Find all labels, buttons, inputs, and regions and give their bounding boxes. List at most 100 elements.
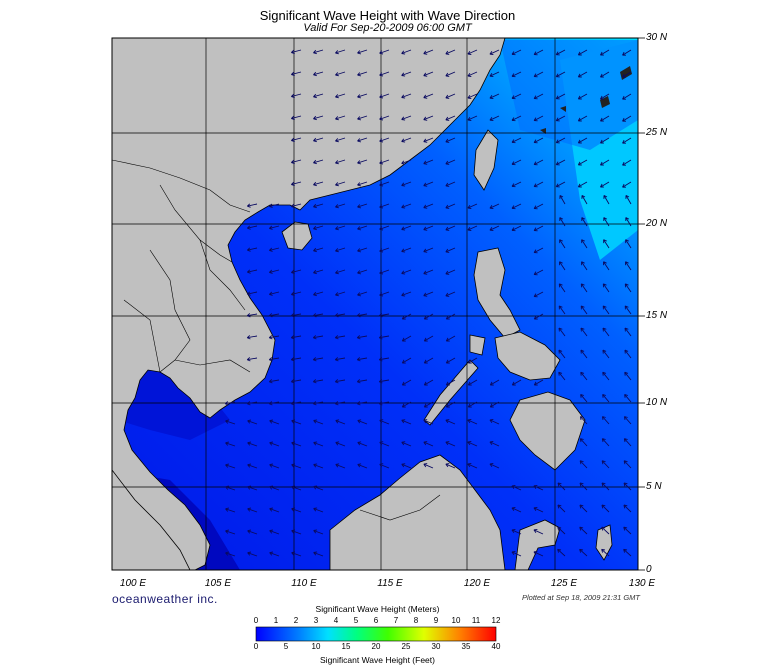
wave-arrow [379,269,390,275]
wave-arrow [290,159,302,165]
wave-arrow [423,463,434,469]
wave-arrow [423,419,434,425]
wave-arrow [313,225,324,231]
wave-arrow [423,357,434,364]
wave-arrow [623,460,632,469]
wave-arrow [269,463,280,469]
wave-arrow [511,203,522,210]
wave-arrow [555,49,566,56]
wave-arrow [603,239,610,249]
wave-arrow [579,526,588,535]
lat-label: 25 N [646,127,668,138]
wave-arrow [335,203,346,209]
wave-arrow [557,482,566,491]
wave-arrow [625,217,632,227]
wave-arrow [335,225,346,231]
wave-arrow [602,349,610,359]
wave-arrow [445,291,456,297]
legend-meters-tick: 0 [253,616,259,625]
wave-arrow [290,137,302,143]
wave-arrow [290,71,302,77]
wave-arrow [335,419,346,425]
wave-arrow [357,463,368,469]
wave-arrow [313,419,324,425]
wave-arrow [511,529,522,535]
wave-arrow [379,441,390,447]
wave-arrow [401,93,412,99]
wave-arrow [357,441,368,447]
wave-arrow [423,291,434,297]
lat-label: 20 N [646,218,668,229]
wave-arrow [533,550,544,557]
legend-meters-tick: 4 [333,616,339,625]
wave-arrow [445,379,456,386]
wave-arrow [600,181,610,188]
legend-meters-tick: 8 [413,616,419,625]
wave-arrow [225,485,236,491]
wave-arrow [423,115,434,121]
wave-arrow [579,438,588,447]
lat-label: 15 N [646,310,668,321]
wave-arrow [555,181,566,188]
wave-arrow [335,159,346,165]
wave-arrow [423,247,434,253]
wave-arrow [511,49,522,56]
lon-label: 115 E [377,578,403,589]
map-title: Significant Wave Height with Wave Direct… [259,8,516,23]
wave-arrow [577,71,588,78]
wave-arrow [559,217,566,227]
wave-arrow [511,93,522,100]
wave-arrow [559,195,566,205]
lat-label: 5 N [646,481,662,492]
wave-arrow [445,313,456,320]
wave-arrow [601,482,610,491]
wave-arrow [268,401,280,406]
wave-arrow [601,460,610,469]
land-sumatra [112,469,191,570]
wave-arrow [268,357,280,362]
land-mindoro [469,334,486,356]
wave-arrow [291,441,302,447]
wave-arrow [312,313,324,318]
wave-arrow [580,327,588,337]
legend-meters-tick: 2 [293,616,299,625]
wave-arrow [290,379,302,384]
legend-feet-tick: 40 [491,642,501,651]
wave-arrow [379,93,390,99]
wave-arrow [511,379,522,386]
wave-arrow [290,269,302,275]
wave-arrow [555,93,566,100]
wave-arrow [423,379,434,386]
wave-arrow [378,401,390,406]
wave-arrow [511,137,522,144]
land-islands-east [540,106,566,134]
wave-arrow [290,115,302,121]
wave-arrow [401,291,412,297]
sea-open-ocean-mid [500,40,638,150]
lon-label: 105 E [204,578,232,589]
lon-label: 125 E [550,578,578,589]
wave-arrow [489,419,500,425]
land-mindanao [509,391,586,471]
wave-arrow [577,115,588,122]
wave-arrow [401,159,412,165]
wave-arrow [269,507,280,513]
wave-arrow [269,419,280,425]
wave-arrow [334,401,346,406]
wave-arrow [423,181,434,187]
wave-arrow [290,291,302,297]
wave-arrow [581,261,588,271]
wave-arrow [291,529,302,535]
lat-label: 0 [646,564,652,575]
wave-arrow [623,416,632,425]
land-palawan [423,359,479,426]
wave-arrow [445,203,456,209]
wave-arrow [423,313,434,320]
wave-arrow [533,313,544,320]
wave-arrow [623,438,632,447]
wave-arrow [623,548,632,557]
wave-arrow [379,181,390,187]
wave-arrow [268,203,280,208]
wave-arrow [467,115,478,121]
wave-arrow [602,371,610,381]
